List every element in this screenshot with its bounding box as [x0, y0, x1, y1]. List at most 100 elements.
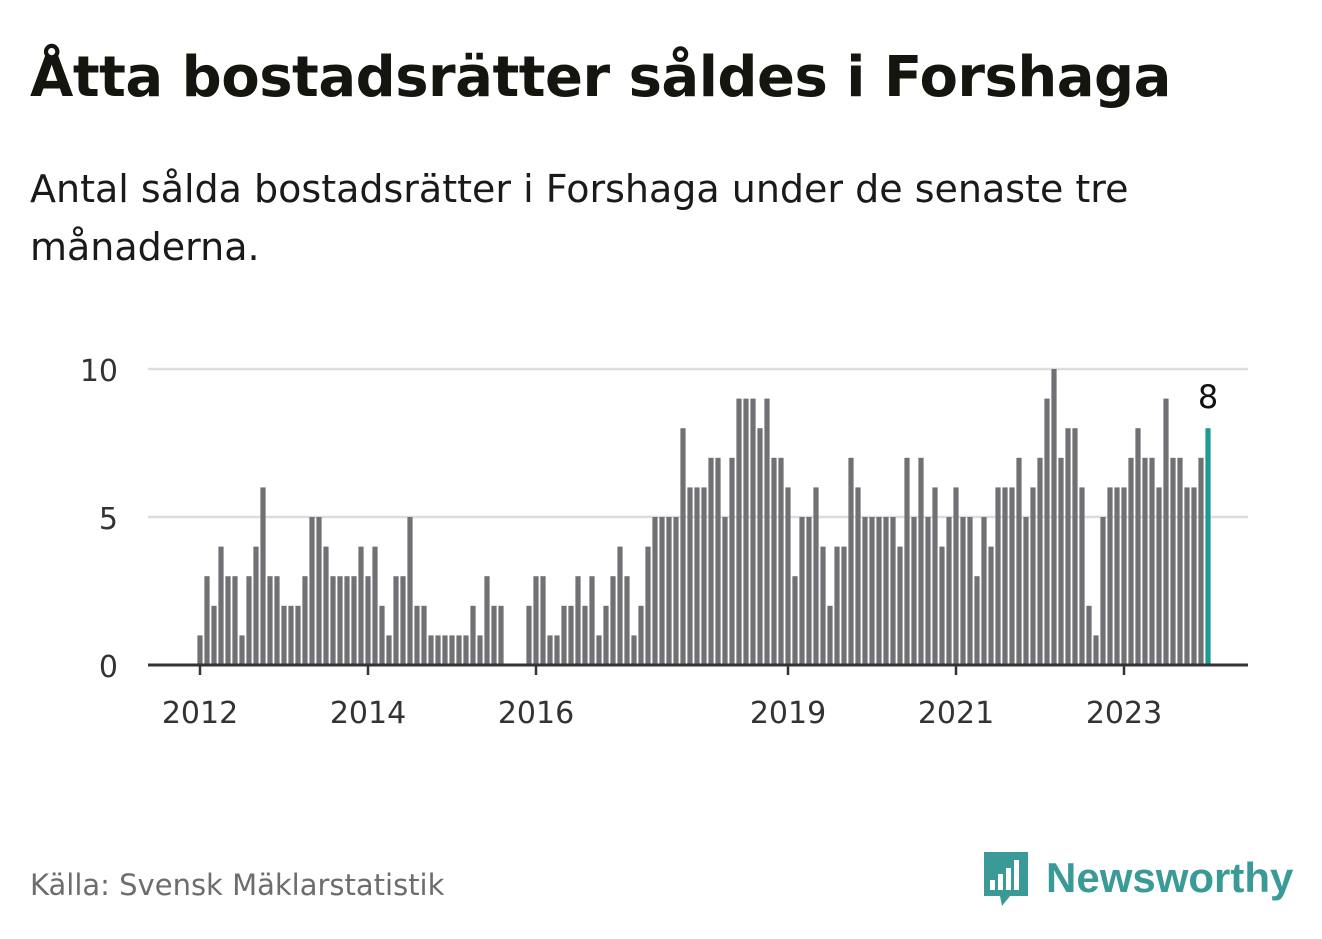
- bar: [456, 635, 462, 665]
- bar: [372, 546, 378, 665]
- bar: [225, 576, 231, 665]
- bar: [295, 605, 301, 665]
- bar: [785, 487, 791, 665]
- bar: [995, 487, 1001, 665]
- bar: [204, 576, 210, 665]
- bar: [274, 576, 280, 665]
- bar-chart: 0 5 10 8 2012 2014 2016 2019 2021 2023: [80, 354, 1248, 731]
- bar: [323, 546, 329, 665]
- bar: [967, 517, 973, 665]
- bar: [708, 457, 714, 665]
- bar: [1128, 457, 1134, 665]
- bar: [974, 576, 980, 665]
- bar: [400, 576, 406, 665]
- bar: [449, 635, 455, 665]
- bar: [407, 517, 413, 665]
- y-tick-label: 0: [99, 650, 118, 685]
- bar: [834, 546, 840, 665]
- bar: [694, 487, 700, 665]
- bar: [421, 605, 427, 665]
- bar: [750, 398, 756, 665]
- bar: [841, 546, 847, 665]
- brand-name: Newsworthy: [1046, 854, 1294, 901]
- bar: [610, 576, 616, 665]
- bar: [281, 605, 287, 665]
- bar: [582, 605, 588, 665]
- bar: [939, 546, 945, 665]
- bar: [477, 635, 483, 665]
- bar: [365, 576, 371, 665]
- bar: [603, 605, 609, 665]
- bar: [260, 487, 266, 665]
- bar: [932, 487, 938, 665]
- bar: [799, 517, 805, 665]
- bar: [1016, 457, 1022, 665]
- bar: [330, 576, 336, 665]
- bar: [211, 605, 217, 665]
- bar: [1051, 369, 1057, 665]
- bar: [701, 487, 707, 665]
- bar: [491, 605, 497, 665]
- bar: [1114, 487, 1120, 665]
- bar: [1177, 457, 1183, 665]
- bar: [197, 635, 203, 665]
- chart-subtitle: Antal sålda bostadsrätter i Forshaga und…: [30, 167, 1129, 269]
- bar: [645, 546, 651, 665]
- bar: [722, 517, 728, 665]
- bar: [435, 635, 441, 665]
- bar: [652, 517, 658, 665]
- bar: [820, 546, 826, 665]
- bar: [218, 546, 224, 665]
- bar: [344, 576, 350, 665]
- bar: [1163, 398, 1169, 665]
- bar: [351, 576, 357, 665]
- bar: [1086, 605, 1092, 665]
- bar: [638, 605, 644, 665]
- y-tick-label: 5: [99, 502, 118, 537]
- bar: [246, 576, 252, 665]
- bar: [848, 457, 854, 665]
- bar: [1142, 457, 1148, 665]
- x-tick-label: 2023: [1086, 696, 1162, 731]
- bar: [1121, 487, 1127, 665]
- bar: [953, 487, 959, 665]
- bar: [764, 398, 770, 665]
- bar: [1107, 487, 1113, 665]
- bar: [414, 605, 420, 665]
- bar: [1002, 487, 1008, 665]
- x-tick-label: 2014: [330, 696, 406, 731]
- bar: [526, 605, 532, 665]
- bar: [498, 605, 504, 665]
- bar: [911, 517, 917, 665]
- bar: [792, 576, 798, 665]
- x-tick-label: 2021: [918, 696, 994, 731]
- bar: [890, 517, 896, 665]
- bar: [302, 576, 308, 665]
- bar: [883, 517, 889, 665]
- bar: [1191, 487, 1197, 665]
- bar: [827, 605, 833, 665]
- bar: [715, 457, 721, 665]
- y-tick-label: 10: [80, 354, 118, 389]
- bar: [960, 517, 966, 665]
- bar: [561, 605, 567, 665]
- bar: [778, 457, 784, 665]
- x-tick-label: 2012: [162, 696, 238, 731]
- bar: [253, 546, 259, 665]
- bar: [379, 605, 385, 665]
- bar: [484, 576, 490, 665]
- bar: [876, 517, 882, 665]
- bar: [925, 517, 931, 665]
- bar: [988, 546, 994, 665]
- bar: [1184, 487, 1190, 665]
- bar: [624, 576, 630, 665]
- bar: [337, 576, 343, 665]
- bar: [596, 635, 602, 665]
- bar: [239, 635, 245, 665]
- bar: [1170, 457, 1176, 665]
- bar: [1023, 517, 1029, 665]
- bar: [470, 605, 476, 665]
- bar: [442, 635, 448, 665]
- bar: [1065, 428, 1071, 665]
- bar: [736, 398, 742, 665]
